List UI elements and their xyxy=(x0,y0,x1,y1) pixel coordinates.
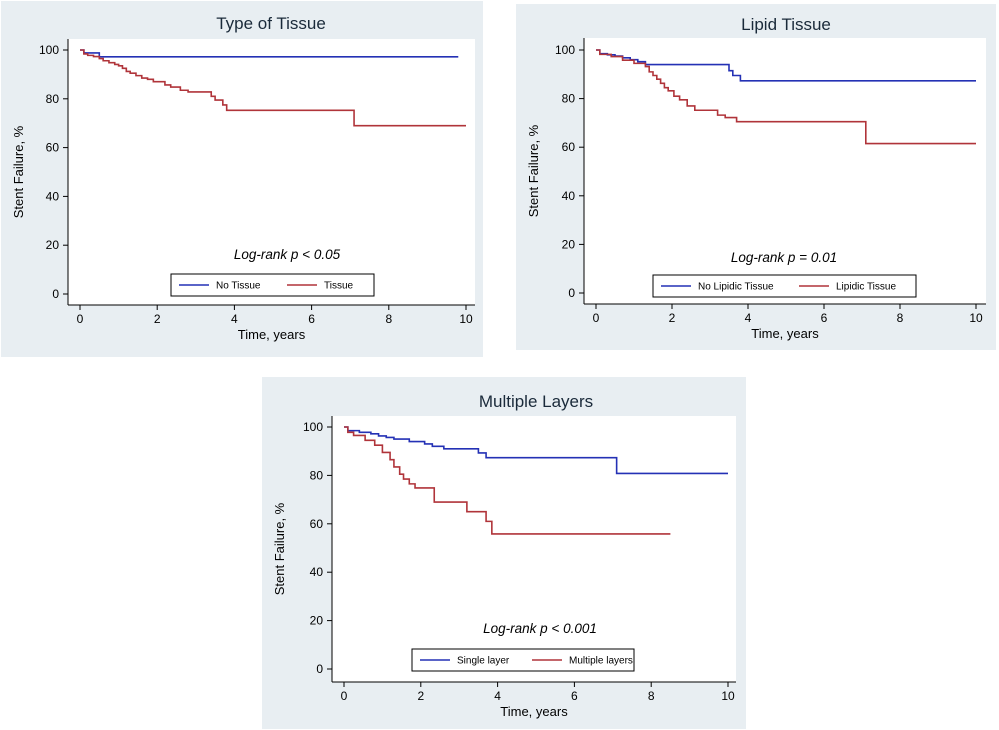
y-tick-label: 20 xyxy=(310,614,324,628)
y-tick-label: 100 xyxy=(303,420,323,434)
x-tick-label: 10 xyxy=(721,689,735,703)
chart-title: Multiple Layers xyxy=(479,392,593,411)
legend-label: No Lipidic Tissue xyxy=(698,282,774,293)
legend-label: Tissue xyxy=(324,281,354,292)
y-tick-label: 0 xyxy=(52,287,59,301)
legend-box xyxy=(652,274,917,298)
legend-box xyxy=(170,273,375,297)
log-rank-annotation: Log-rank p = 0.01 xyxy=(731,250,837,265)
y-axis-label: Stent Failure, % xyxy=(526,124,541,217)
y-tick-label: 20 xyxy=(562,237,576,251)
legend-label: Multiple layers xyxy=(569,656,633,667)
x-axis-label: Time, years xyxy=(751,326,819,341)
series-line-multiple-layers xyxy=(344,426,671,535)
y-tick-label: 60 xyxy=(46,141,60,155)
legend-label: No Tissue xyxy=(216,281,261,292)
legend-label: Lipidic Tissue xyxy=(836,282,896,293)
y-tick-label: 0 xyxy=(568,286,575,300)
panel-lipid-tissue: Lipid Tissue 0 20 40 60 80 100 0 2 4 6 8 10 Time, yea… xyxy=(516,4,996,350)
plot-area xyxy=(68,39,475,305)
series-line-single-layer xyxy=(344,426,728,475)
x-tick-label: 6 xyxy=(571,689,578,703)
y-tick-label: 60 xyxy=(562,140,576,154)
x-tick-label: 2 xyxy=(154,312,161,326)
y-tick-label: 0 xyxy=(316,662,323,676)
x-tick-label: 6 xyxy=(821,311,828,325)
y-axis-label: Stent Failure, % xyxy=(272,502,287,595)
x-tick-label: 8 xyxy=(385,312,392,326)
y-tick-label: 80 xyxy=(46,92,60,106)
log-rank-annotation: Log-rank p < 0.001 xyxy=(483,621,597,636)
chart-title: Type of Tissue xyxy=(216,14,326,33)
x-tick-label: 2 xyxy=(417,689,424,703)
y-tick-label: 80 xyxy=(562,92,576,106)
x-tick-label: 8 xyxy=(897,311,904,325)
panel-multiple-layers: Multiple Layers 0 20 40 60 80 100 0 2 4 6 8 10 Time, … xyxy=(262,377,746,729)
y-tick-label: 80 xyxy=(310,468,324,482)
y-axis-label: Stent Failure, % xyxy=(11,125,26,218)
x-tick-label: 8 xyxy=(648,689,655,703)
plot-area xyxy=(332,416,736,682)
y-tick-label: 100 xyxy=(555,43,575,57)
x-tick-label: 4 xyxy=(231,312,238,326)
x-axis-label: Time, years xyxy=(500,704,568,719)
x-tick-label: 10 xyxy=(459,312,473,326)
chart-type-of-tissue: Type of Tissue 0 20 40 60 80 100 0 2 4 6 8 10 Time, y… xyxy=(11,14,475,342)
legend-label: Single layer xyxy=(457,656,510,667)
x-tick-label: 10 xyxy=(969,311,983,325)
panel-type-of-tissue: Type of Tissue 0 20 40 60 80 100 0 2 4 6 8 10 Time, y… xyxy=(1,1,483,357)
y-tick-label: 40 xyxy=(46,189,60,203)
x-tick-label: 0 xyxy=(593,311,600,325)
x-tick-label: 6 xyxy=(308,312,315,326)
series-line-lipidic-tissue xyxy=(596,49,976,145)
x-tick-label: 2 xyxy=(669,311,676,325)
series-line-tissue xyxy=(80,49,466,127)
log-rank-annotation: Log-rank p < 0.05 xyxy=(234,247,341,262)
legend-box xyxy=(411,648,635,672)
chart-multiple-layers: Multiple Layers 0 20 40 60 80 100 0 2 4 6 8 10 Time, … xyxy=(272,392,736,719)
y-tick-label: 100 xyxy=(39,43,59,57)
y-tick-label: 40 xyxy=(310,565,324,579)
x-tick-label: 0 xyxy=(77,312,84,326)
y-tick-label: 60 xyxy=(310,517,324,531)
y-tick-label: 40 xyxy=(562,189,576,203)
plot-area xyxy=(584,38,986,304)
chart-title: Lipid Tissue xyxy=(741,15,831,34)
x-tick-label: 4 xyxy=(494,689,501,703)
y-tick-label: 20 xyxy=(46,238,60,252)
x-tick-label: 4 xyxy=(745,311,752,325)
x-tick-label: 0 xyxy=(341,689,348,703)
x-axis-label: Time, years xyxy=(238,327,306,342)
chart-lipid-tissue: Lipid Tissue 0 20 40 60 80 100 0 2 4 6 8 10 Time, yea… xyxy=(526,15,986,341)
